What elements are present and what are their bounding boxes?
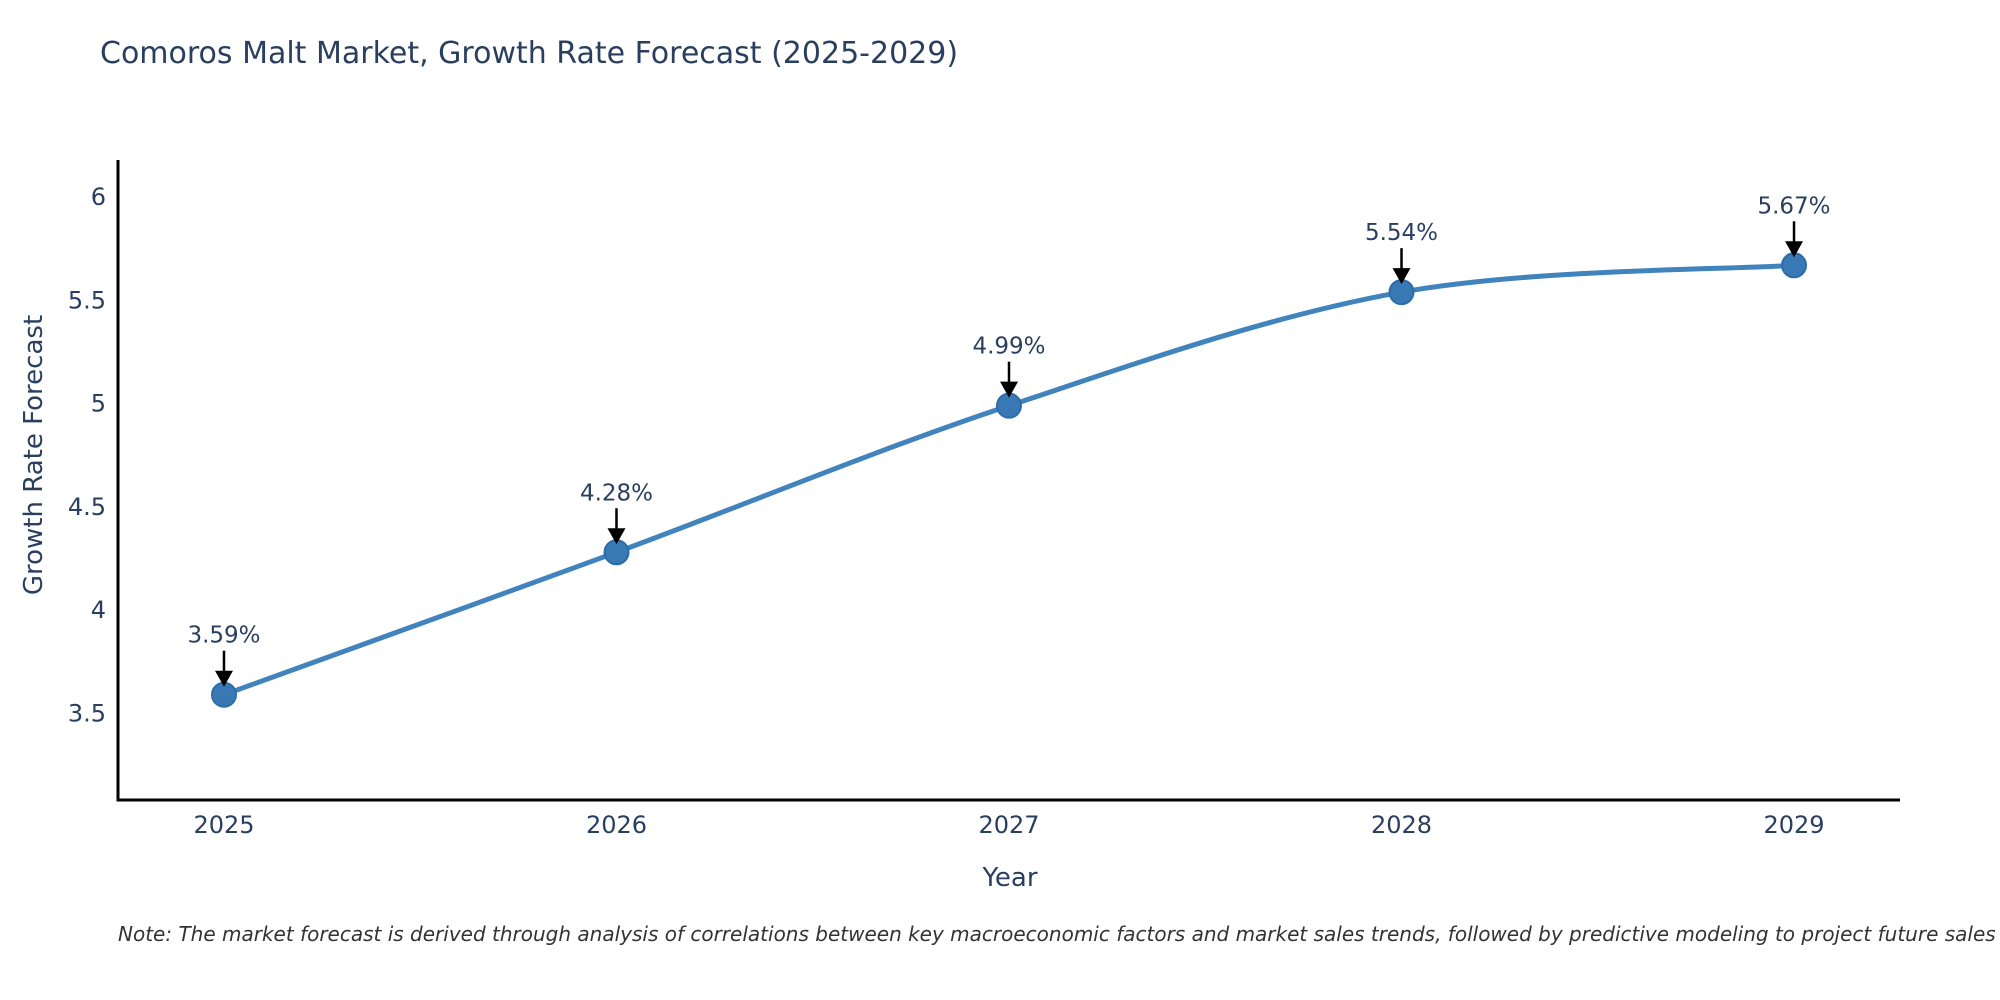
annotation-arrowhead (607, 528, 626, 545)
x-tick-label: 2026 (586, 811, 647, 839)
point-annotation: 5.67% (1757, 193, 1830, 219)
annotation-arrowhead (1000, 381, 1018, 398)
annotation-arrowhead (1392, 268, 1411, 285)
y-tick-label: 4 (91, 596, 106, 624)
point-annotation: 5.54% (1365, 220, 1438, 246)
y-tick-label: 5 (91, 390, 106, 418)
point-annotation: 4.28% (580, 480, 653, 506)
y-tick-label: 3.5 (68, 699, 106, 727)
chart-title: Comoros Malt Market, Growth Rate Forecas… (100, 36, 959, 71)
point-annotation: 4.99% (972, 334, 1045, 360)
footnote: Note: The market forecast is derived thr… (118, 922, 1996, 946)
y-tick-label: 4.5 (68, 493, 106, 521)
x-tick-label: 2028 (1371, 811, 1432, 839)
annotation-arrowhead (1785, 241, 1804, 258)
series-line (221, 262, 1797, 698)
y-tick-label: 6 (91, 183, 106, 211)
y-tick-label: 5.5 (68, 286, 106, 314)
point-annotation: 3.59% (187, 623, 260, 649)
x-tick-label: 2025 (193, 811, 254, 839)
x-tick-label: 2027 (978, 811, 1039, 839)
x-tick-label: 2029 (1763, 811, 1824, 839)
annotation-arrowhead (214, 670, 233, 687)
x-axis-title: Year (982, 863, 1038, 893)
